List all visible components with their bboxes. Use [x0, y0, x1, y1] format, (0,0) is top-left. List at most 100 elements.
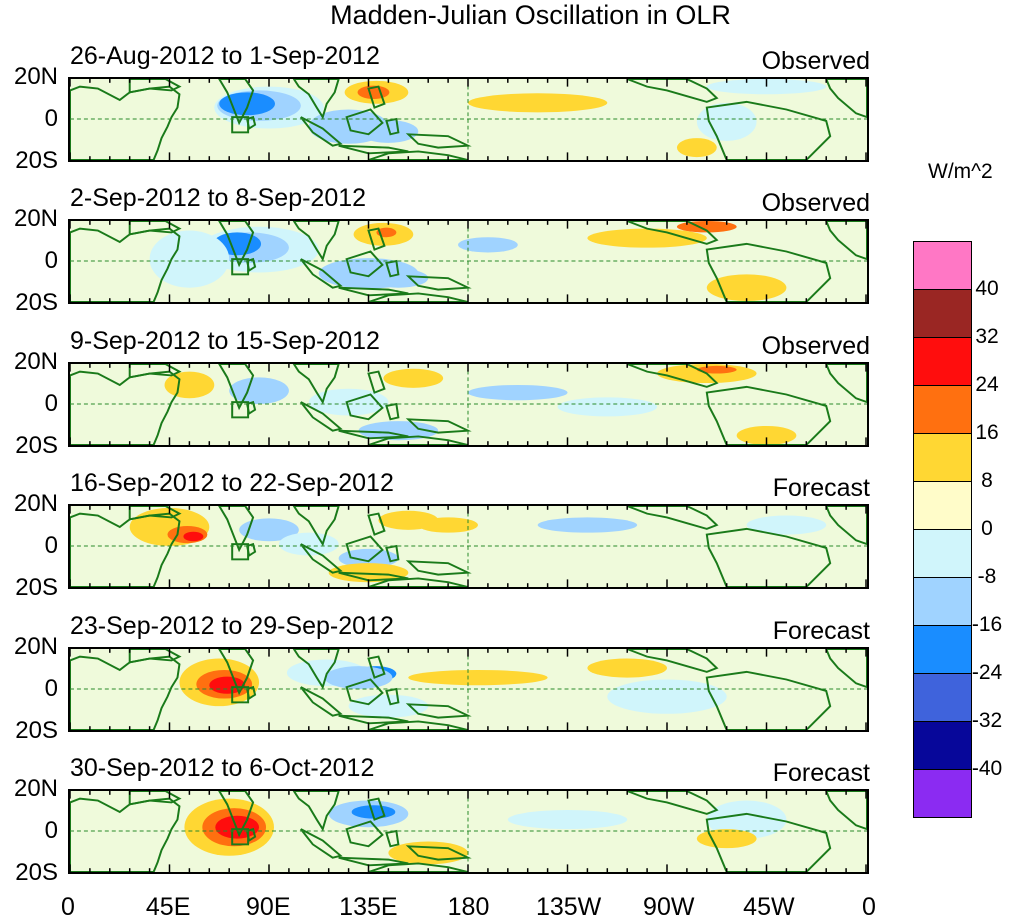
- anomaly-contour: [183, 531, 204, 542]
- anomaly-contour: [458, 237, 518, 253]
- coastline: [70, 227, 181, 302]
- colorbar-swatch: [914, 674, 971, 722]
- anomaly-contour: [418, 517, 478, 533]
- region-box: [231, 258, 250, 276]
- longitude-label: 90E: [246, 893, 291, 921]
- region-box: [231, 116, 250, 134]
- longitude-label: 135E: [339, 893, 398, 921]
- coastline: [128, 364, 182, 379]
- coastline: [218, 79, 255, 126]
- anomaly-contour: [229, 377, 289, 405]
- coastline: [705, 242, 832, 302]
- coastline: [70, 370, 181, 445]
- longitude-label: 135W: [535, 893, 602, 921]
- anomaly-contour: [696, 102, 757, 141]
- coastline: [70, 797, 181, 872]
- region-box: [231, 686, 250, 704]
- latitude-label: 20S: [15, 147, 58, 174]
- coastline: [825, 221, 867, 261]
- coastline: [705, 100, 832, 160]
- coastline: [367, 512, 386, 536]
- longitude-label: 0: [61, 893, 75, 921]
- anomaly-contour: [324, 666, 393, 690]
- panel-date-range: 16-Sep-2012 to 22-Sep-2012: [70, 469, 394, 497]
- colorbar-swatch: [914, 770, 971, 817]
- coastline: [345, 678, 384, 706]
- colorbar-swatch: [914, 386, 971, 434]
- coastline: [825, 506, 867, 546]
- anomaly-contour: [706, 800, 787, 839]
- anomaly-contour: [587, 658, 668, 678]
- coastline: [292, 649, 340, 690]
- colorbar-label: -8: [977, 565, 997, 588]
- panel-kind-label: Observed: [761, 332, 870, 360]
- olr-anomaly-map: [68, 219, 869, 304]
- panel-kind-label: Forecast: [772, 759, 870, 787]
- coastline: [367, 655, 386, 679]
- anomaly-contour: [368, 268, 429, 288]
- coastline: [300, 828, 343, 859]
- coastline: [345, 393, 384, 421]
- coastline: [300, 686, 343, 717]
- coastline: [300, 401, 343, 432]
- latitude-label: 0: [44, 675, 58, 702]
- coastline: [626, 506, 719, 530]
- coastline: [345, 535, 384, 563]
- coastline: [367, 370, 386, 394]
- colorbar-label: -24: [971, 661, 1003, 684]
- coastline: [368, 862, 469, 872]
- coastline: [825, 649, 867, 689]
- latitude-label: 20N: [13, 633, 58, 660]
- latitude-label: 20N: [13, 205, 58, 232]
- colorbar-units: W/m^2: [928, 160, 993, 183]
- colorbar-label: 8: [981, 469, 993, 492]
- anomaly-contour: [587, 228, 707, 248]
- coastline: [345, 250, 384, 278]
- anomaly-contour: [676, 138, 717, 158]
- coastline: [292, 364, 340, 405]
- olr-anomaly-map: [68, 789, 869, 874]
- coastline: [705, 670, 832, 730]
- longitude-label: 0: [862, 893, 876, 921]
- colorbar-swatch: [914, 242, 971, 290]
- coastline: [300, 116, 343, 147]
- coastline: [626, 791, 719, 815]
- coastline: [292, 506, 340, 547]
- panel-kind-label: Observed: [761, 189, 870, 217]
- region-box: [231, 401, 250, 419]
- longitude-label: 180: [447, 893, 490, 921]
- anomaly-contour: [383, 368, 444, 388]
- coastline: [825, 79, 867, 119]
- coastline: [385, 687, 400, 706]
- coastline: [385, 402, 400, 421]
- coastline: [626, 221, 719, 245]
- coastline: [705, 812, 832, 872]
- latitude-label: 20N: [13, 348, 58, 375]
- panel-date-range: 23-Sep-2012 to 29-Sep-2012: [70, 612, 394, 640]
- latitude-label: 20N: [13, 490, 58, 517]
- latitude-label: 20N: [13, 63, 58, 90]
- coastline: [385, 544, 400, 563]
- coastline: [626, 79, 719, 103]
- panel-kind-label: Observed: [761, 47, 870, 75]
- coastline: [218, 649, 255, 696]
- figure-title: Madden-Julian Oscillation in OLR: [330, 0, 731, 30]
- coastline: [368, 435, 469, 445]
- latitude-label: 0: [44, 105, 58, 132]
- panel-date-range: 9-Sep-2012 to 15-Sep-2012: [70, 327, 380, 355]
- region-box: [231, 543, 250, 561]
- latitude-label: 20N: [13, 775, 58, 802]
- coastline: [128, 791, 182, 806]
- coastline: [367, 85, 386, 109]
- coastline: [292, 221, 340, 262]
- coastline: [385, 117, 400, 136]
- latitude-label: 20S: [15, 289, 58, 316]
- anomaly-contour: [736, 425, 797, 445]
- colorbar-label: -32: [971, 709, 1003, 732]
- anomaly-contour: [348, 694, 429, 718]
- anomaly-contour: [706, 274, 787, 302]
- colorbar-label: -40: [971, 757, 1003, 780]
- coastline: [128, 221, 182, 236]
- colorbar-label: 32: [975, 325, 999, 348]
- coastline: [385, 259, 400, 278]
